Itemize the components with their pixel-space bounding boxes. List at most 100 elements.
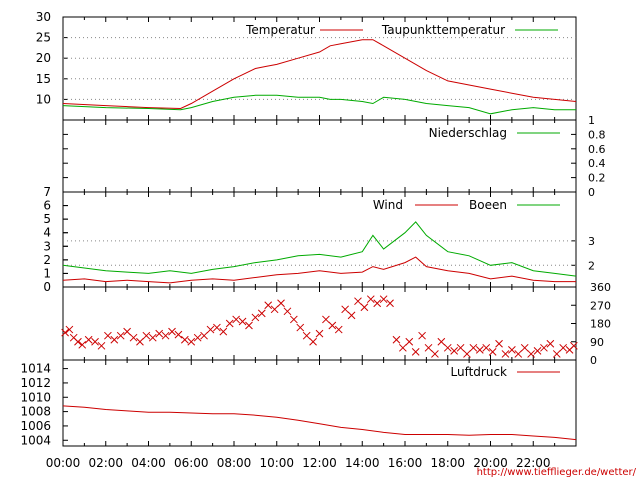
wind-direction-marker <box>78 340 87 349</box>
wind-direction-marker <box>514 350 523 358</box>
wind-y-tick-label: 1 <box>43 266 51 280</box>
x-tick-label: 14:00 <box>345 456 380 470</box>
wind-direction-marker <box>475 346 484 354</box>
wind-direction-marker <box>219 327 228 336</box>
temperature-y-tick-label: 15 <box>36 72 51 86</box>
marker-stroke <box>559 343 568 352</box>
wind-direction-marker <box>168 327 176 336</box>
wind-y-tick-label: 0 <box>43 280 51 294</box>
marker-stroke <box>540 343 548 352</box>
wind-direction-marker <box>155 329 164 338</box>
wind_direction-panel-frame <box>62 286 577 361</box>
wind_direction-right-tick-label: 180 <box>590 318 611 331</box>
marker-stroke <box>238 317 247 326</box>
wind-direction-marker <box>424 343 433 352</box>
wind-direction-marker <box>200 331 208 340</box>
marker-stroke <box>514 350 523 358</box>
marker-stroke <box>257 309 266 318</box>
marker-stroke <box>213 323 221 332</box>
wind-direction-marker <box>84 335 93 344</box>
wind-direction-marker <box>161 331 170 340</box>
marker-stroke <box>219 327 228 336</box>
pressure-y-tick-label: 1004 <box>20 433 51 447</box>
wind-direction-marker <box>74 337 82 346</box>
marker-stroke <box>245 321 253 330</box>
marker-stroke <box>97 341 106 350</box>
marker-stroke <box>501 350 510 358</box>
wind-direction-marker <box>328 321 337 330</box>
marker-stroke <box>508 346 516 354</box>
marker-stroke <box>232 315 240 324</box>
pressure-y-tick-label: 1010 <box>20 390 51 404</box>
wind-legend-wind: Wind <box>373 198 403 212</box>
x-tick-label: 10:00 <box>259 456 294 470</box>
wind-direction-marker <box>104 331 112 340</box>
marker-stroke <box>174 330 183 339</box>
marker-stroke <box>180 335 189 344</box>
wind-direction-marker <box>180 335 189 344</box>
wind-direction-marker <box>354 297 362 306</box>
wind-direction-marker <box>482 343 491 352</box>
pressure-y-tick-label: 1006 <box>20 419 51 433</box>
wind-right-tick-label: 3 <box>588 235 595 248</box>
marker-stroke <box>104 331 112 340</box>
marker-stroke <box>296 323 305 332</box>
pressure-series-luftdruck <box>62 405 577 441</box>
marker-stroke <box>482 343 491 352</box>
wind-direction-marker <box>91 337 99 346</box>
marker-stroke <box>142 331 151 340</box>
marker-stroke <box>315 329 324 338</box>
precipitation-right-tick-label: 0.8 <box>588 128 606 141</box>
marker-stroke <box>379 295 388 304</box>
x-tick-label: 06:00 <box>174 456 209 470</box>
wind_direction-right-tick-label: 90 <box>590 336 604 349</box>
wind-y-tick-label: 7 <box>43 185 51 199</box>
wind-y-tick-label: 4 <box>43 226 51 240</box>
marker-stroke <box>527 350 535 358</box>
marker-stroke <box>570 341 578 350</box>
marker-stroke <box>123 327 131 336</box>
precipitation-right-tick-label: 0.2 <box>588 172 606 185</box>
pressure-y-tick-label: 1008 <box>20 405 51 419</box>
wind-direction-marker <box>251 313 260 322</box>
temperature-series-taupunkttemperatur <box>62 94 576 115</box>
wind-direction-marker <box>399 343 407 352</box>
x-tick-label: 18:00 <box>430 456 465 470</box>
marker-stroke <box>277 299 285 308</box>
wind-direction-marker <box>142 331 151 340</box>
marker-stroke <box>386 299 394 308</box>
marker-stroke <box>546 339 555 348</box>
wind-y-tick-label: 3 <box>43 239 51 253</box>
wind-legend-boeen: Boeen <box>469 198 507 212</box>
marker-stroke <box>322 315 330 324</box>
wind-y-tick-label: 5 <box>43 212 51 226</box>
marker-stroke <box>289 315 298 324</box>
marker-stroke <box>168 327 176 336</box>
website-url[interactable]: http://www.tiefflieger.de/wetter/ <box>477 467 637 478</box>
pressure-y-tick-label: 1014 <box>20 362 51 376</box>
temperature-y-tick-label: 20 <box>36 51 51 65</box>
marker-stroke <box>418 331 426 340</box>
wind-direction-marker <box>65 325 74 334</box>
wind-direction-marker <box>174 330 183 339</box>
marker-stroke <box>488 348 497 356</box>
marker-stroke <box>264 301 273 310</box>
marker-stroke <box>360 303 369 312</box>
marker-stroke <box>411 348 420 356</box>
pressure-y-tick-label: 1012 <box>20 376 51 390</box>
wind-direction-marker <box>469 343 478 352</box>
wind-direction-marker <box>501 350 510 358</box>
wind-direction-marker <box>232 315 240 324</box>
temperature-y-tick-label: 25 <box>36 31 51 45</box>
wind-direction-marker <box>443 343 452 352</box>
marker-stroke <box>148 333 157 342</box>
x-tick-label: 12:00 <box>302 456 337 470</box>
wind-direction-marker <box>360 303 369 312</box>
temperature-y-tick-label: 10 <box>36 92 51 106</box>
marker-stroke <box>424 343 433 352</box>
wind-direction-marker <box>431 350 439 358</box>
wind-direction-marker <box>123 327 131 336</box>
wind-direction-marker <box>315 329 324 338</box>
precipitation-right-tick-label: 0 <box>588 186 595 199</box>
wind-direction-marker <box>463 350 471 358</box>
